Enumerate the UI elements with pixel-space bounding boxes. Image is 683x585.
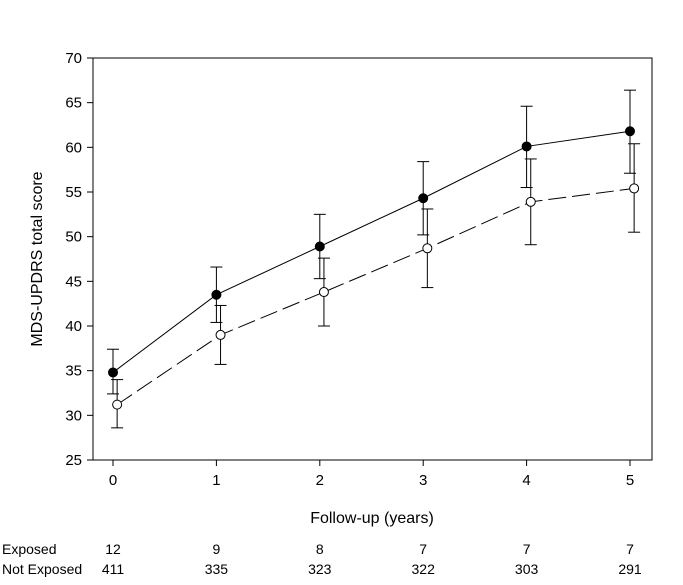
data-point [112, 399, 123, 410]
y-axis-ticks: 25 30 35 40 45 50 55 60 65 70 [65, 50, 93, 469]
y-tick-label: 65 [65, 95, 82, 112]
series-exposed [107, 89, 636, 395]
series-line-not-exposed [116, 187, 635, 406]
x-tick-label: 5 [626, 472, 634, 489]
series-line-exposed [112, 130, 631, 373]
data-point [418, 193, 429, 204]
y-tick-label: 25 [65, 452, 82, 469]
risk-table: Exposed 12 9 8 7 7 7 Not Exposed 411 335 323 322 303… [2, 541, 642, 577]
y-tick-label: 60 [65, 139, 82, 156]
x-axis-ticks: 0 1 2 3 4 5 [109, 460, 634, 489]
data-point [629, 183, 640, 194]
risk-count: 8 [316, 541, 324, 557]
risk-count: 322 [412, 561, 436, 577]
risk-count: 7 [626, 541, 634, 557]
risk-count: 411 [102, 561, 125, 577]
data-point [314, 241, 325, 252]
risk-count: 7 [419, 541, 427, 557]
series-not-exposed [111, 143, 641, 429]
x-tick-label: 4 [522, 472, 530, 489]
risk-row: Not Exposed 411 335 323 322 303 291 [2, 561, 642, 577]
y-tick-label: 45 [65, 273, 82, 290]
data-point [521, 141, 532, 152]
data-point [625, 126, 635, 137]
risk-count: 303 [515, 561, 539, 577]
y-tick-label: 50 [65, 229, 82, 246]
x-axis-label: Follow-up (years) [310, 510, 434, 527]
data-point [215, 329, 226, 340]
plot-frame [92, 57, 653, 461]
x-tick-label: 3 [419, 472, 427, 489]
risk-count: 9 [213, 541, 221, 557]
data-point [525, 196, 536, 207]
y-tick-label: 30 [65, 407, 82, 424]
risk-count: 323 [308, 561, 332, 577]
y-axis-label: MDS-UPDRS total score [29, 171, 46, 346]
data-point [422, 243, 433, 254]
risk-count: 335 [205, 561, 229, 577]
x-tick-label: 1 [212, 472, 220, 489]
x-tick-label: 2 [316, 472, 324, 489]
y-tick-label: 35 [65, 363, 82, 380]
y-tick-label: 55 [65, 184, 82, 201]
risk-row-label: Not Exposed [2, 561, 82, 577]
risk-count: 7 [523, 541, 531, 557]
data-point [211, 289, 222, 300]
data-point [318, 287, 329, 298]
data-point [108, 367, 118, 378]
risk-count: 12 [105, 541, 121, 557]
risk-row-label: Exposed [2, 541, 56, 557]
y-tick-label: 40 [65, 318, 82, 335]
risk-row: Exposed 12 9 8 7 7 7 [2, 541, 634, 557]
x-tick-label: 0 [109, 472, 117, 489]
y-tick-label: 70 [65, 50, 82, 67]
series-layer [107, 89, 641, 429]
risk-count: 291 [618, 561, 642, 577]
